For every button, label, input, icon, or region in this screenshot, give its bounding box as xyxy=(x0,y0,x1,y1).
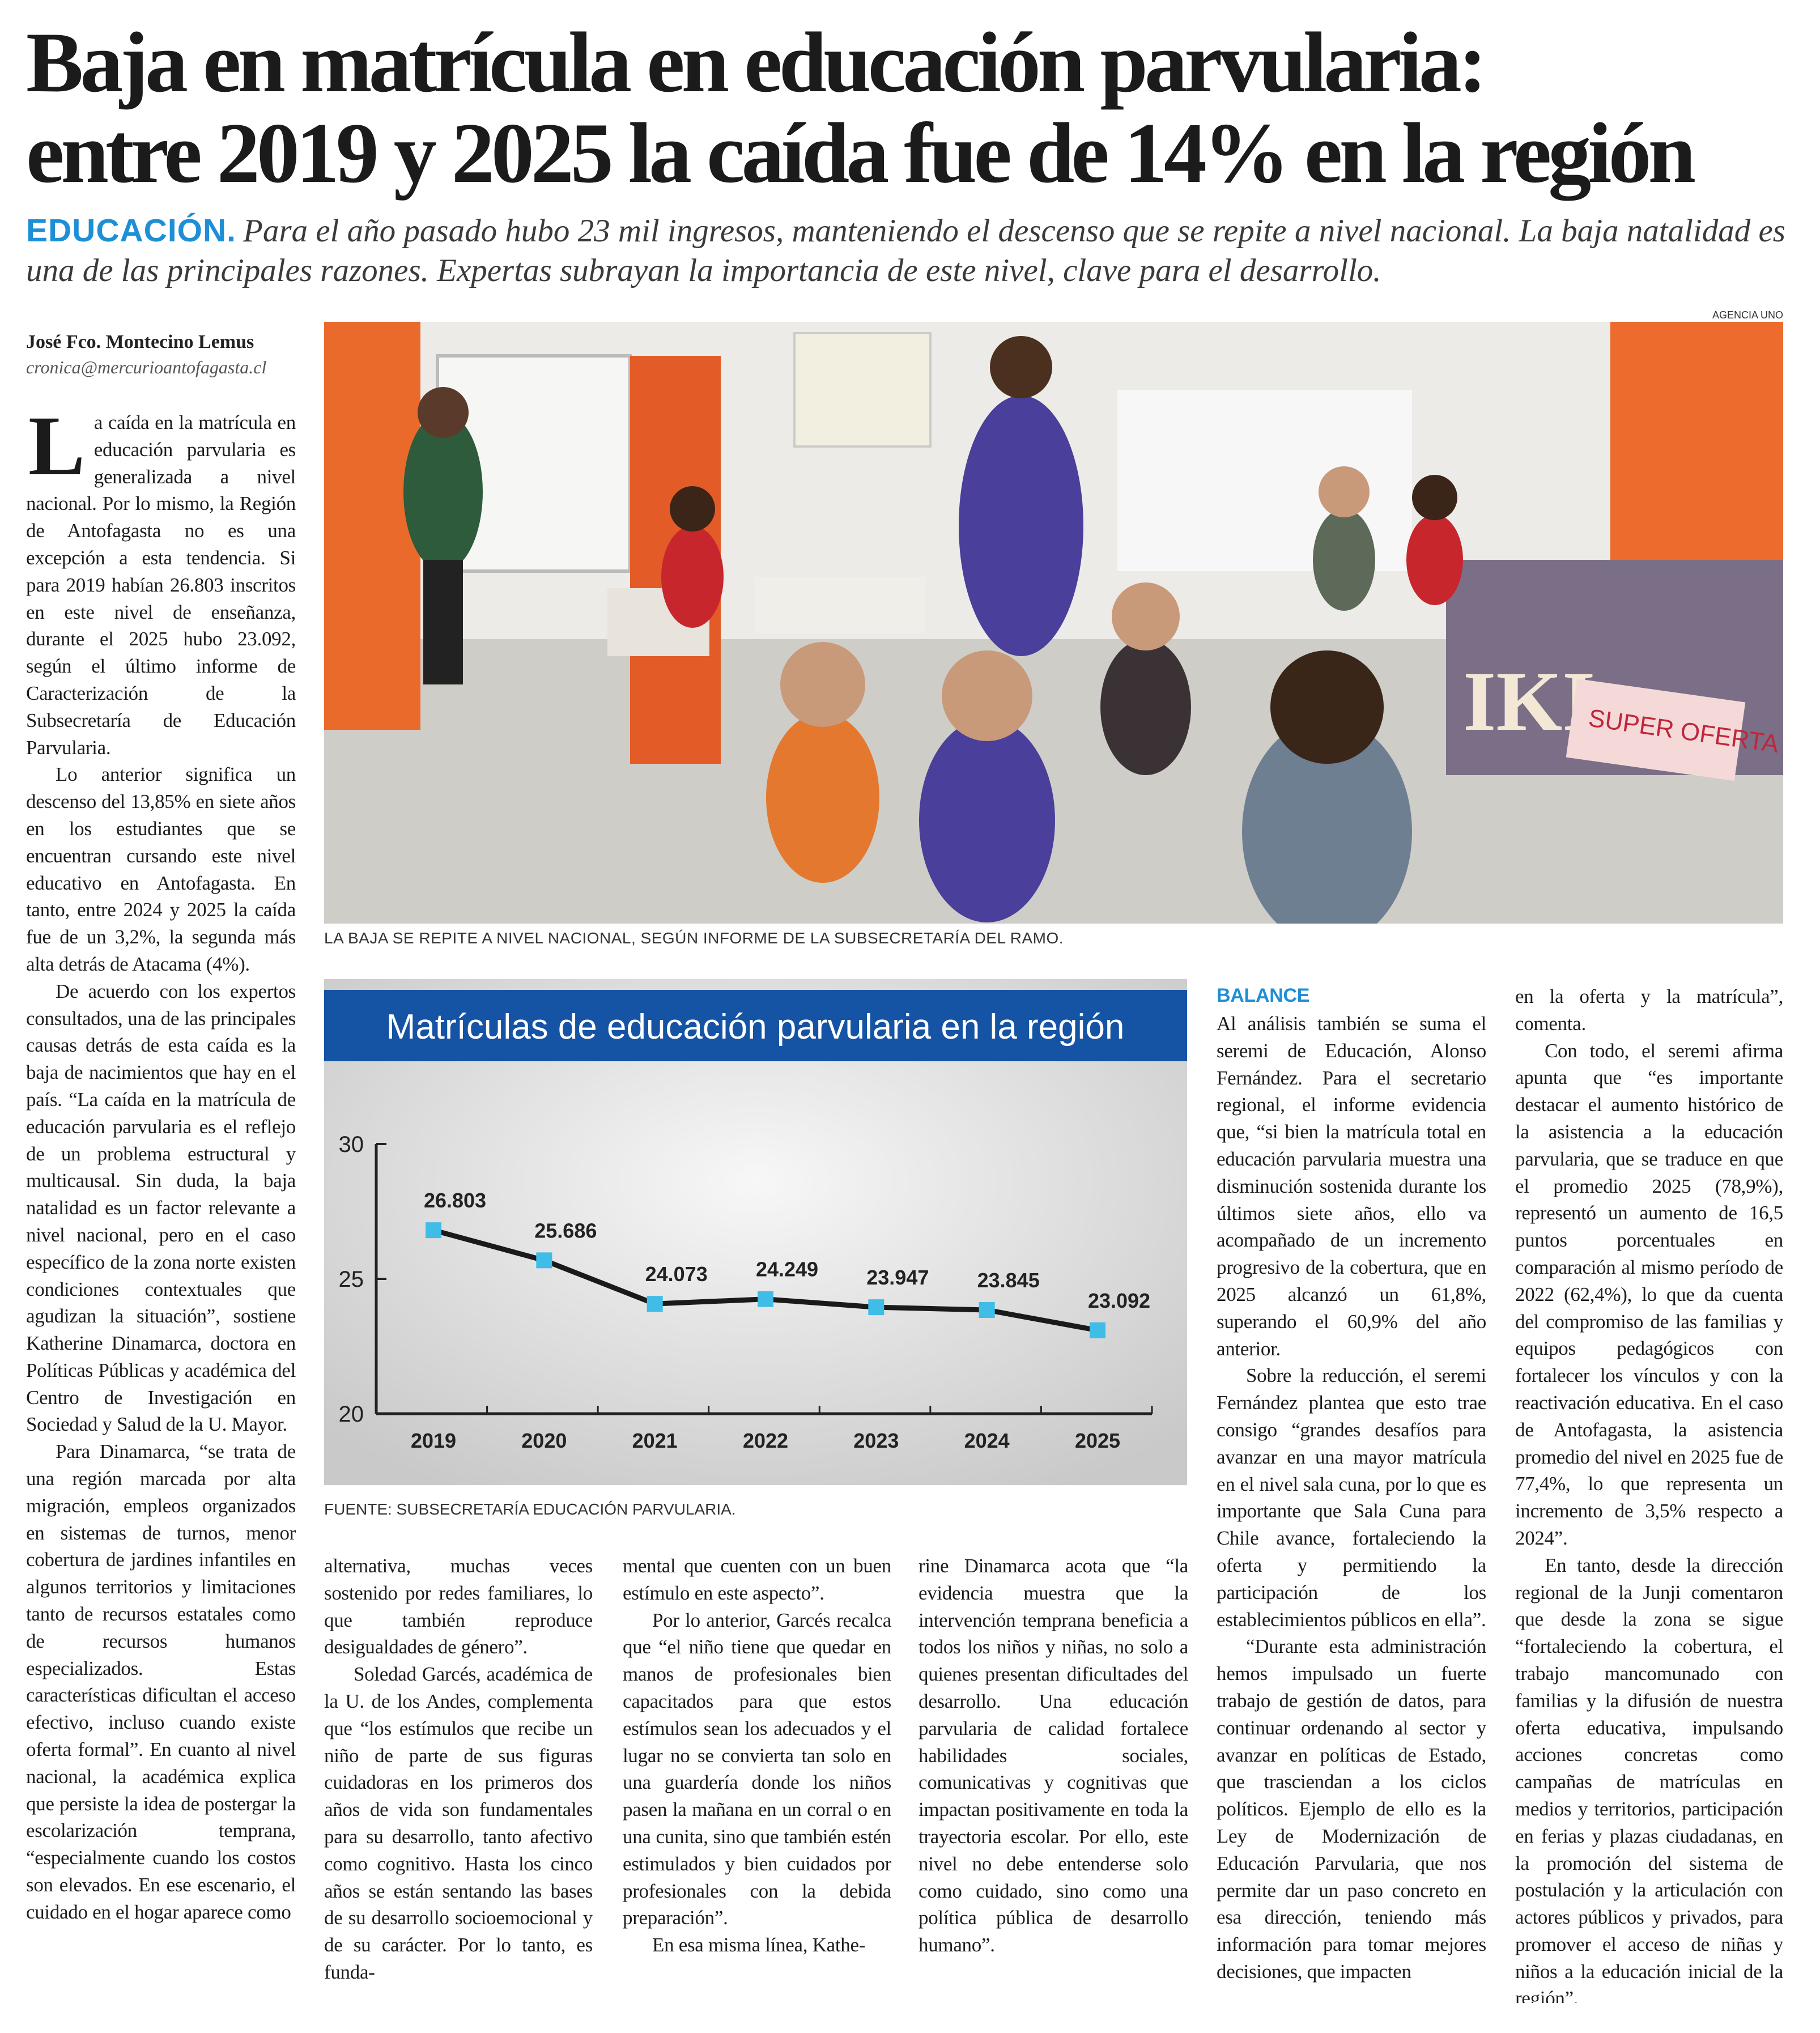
x-tick-label: 2025 xyxy=(1075,1429,1120,1452)
paragraph: Por lo anterior, Garcés recalca que “el … xyxy=(623,1609,891,1929)
y-tick-label: 20 xyxy=(339,1402,364,1427)
data-point xyxy=(426,1222,441,1239)
section-kicker: EDUCACIÓN. xyxy=(26,212,237,249)
data-label: 24.249 xyxy=(756,1258,818,1281)
data-point xyxy=(758,1291,773,1307)
deck-text: Para el año pasado hubo 23 mil ingresos,… xyxy=(26,213,1785,288)
paragraph: En esa misma línea, Kathe- xyxy=(652,1934,866,1957)
paragraph: Lo anterior significa un descenso del 13… xyxy=(26,763,296,975)
paragraph: rine Dinamarca acota que “la evidencia m… xyxy=(918,1555,1188,1957)
article-column-4: rine Dinamarca acota que “la evidencia m… xyxy=(918,1553,1188,2000)
headline-line-2: entre 2019 y 2025 la caída fue de 14% en… xyxy=(26,105,1696,201)
data-label: 24.073 xyxy=(645,1262,708,1286)
paragraph: En tanto, desde la dirección regional de… xyxy=(1515,1554,1783,2003)
paragraph: Sobre la reducción, el seremi Fernández … xyxy=(1217,1364,1486,1631)
article-photo: IKI SUPER OFERTA xyxy=(324,322,1783,924)
data-label: 26.803 xyxy=(424,1189,486,1212)
byline-email: cronica@mercurioantofagasta.cl xyxy=(26,357,267,377)
data-label: 23.845 xyxy=(977,1269,1040,1292)
x-tick-label: 2024 xyxy=(964,1429,1010,1452)
deck: EDUCACIÓN. Para el año pasado hubo 23 mil… xyxy=(26,211,1788,291)
paragraph: Con todo, el seremi afirma apunta que “e… xyxy=(1515,1039,1783,1549)
chart-title: Matrículas de educación parvularia en la… xyxy=(386,1007,1125,1047)
data-label: 23.092 xyxy=(1088,1289,1150,1312)
photo-caption: LA BAJA SE REPITE A NIVEL NACIONAL, SEGÚ… xyxy=(324,929,1064,947)
paragraph: De acuerdo con los expertos consultados,… xyxy=(26,980,296,1436)
y-tick-label: 25 xyxy=(339,1267,364,1292)
x-tick-label: 2022 xyxy=(743,1429,788,1452)
paragraph: mental que cuenten con un buen estímulo … xyxy=(623,1555,891,1604)
paragraph: Al análisis también se suma el seremi de… xyxy=(1217,1013,1486,1360)
headline-line-1: Baja en matrícula en educación parvulari… xyxy=(26,15,1487,110)
article-column-2: alternativa, muchas veces sostenido por … xyxy=(324,1553,593,2000)
data-point xyxy=(536,1252,552,1269)
chart-source: FUENTE: SUBSECRETARÍA EDUCACIÓN PARVULAR… xyxy=(324,1500,736,1518)
x-tick-label: 2023 xyxy=(853,1429,899,1452)
paragraph: “Durante esta administración hemos impul… xyxy=(1217,1635,1486,1983)
byline-author: José Fco. Montecino Lemus xyxy=(26,331,254,352)
data-label: 25.686 xyxy=(534,1219,597,1242)
photo-credit: AGENCIA UNO xyxy=(1712,309,1783,321)
x-tick-label: 2021 xyxy=(632,1429,678,1452)
data-point xyxy=(1090,1322,1105,1338)
article-column-3: mental que cuenten con un buen estímulo … xyxy=(623,1553,891,2000)
paragraph: alternativa, muchas veces sostenido por … xyxy=(324,1555,593,1658)
article-column-5: BALANCE Al análisis también se suma el s… xyxy=(1217,983,1486,2003)
data-point xyxy=(647,1296,663,1312)
chart-title-band xyxy=(324,990,1187,1061)
paragraph: Para Dinamarca, “se trata de una región … xyxy=(26,1440,296,1923)
paragraph: a caída en la matrícula en educación par… xyxy=(26,411,296,759)
chart-svg: Matrículas de educación parvularia en la… xyxy=(324,979,1187,1485)
section-subhead: BALANCE xyxy=(1217,985,1310,1006)
line-chart: Matrículas de educación parvularia en la… xyxy=(324,979,1187,1485)
data-label: 23.947 xyxy=(866,1266,929,1289)
chart-background xyxy=(324,979,1187,1485)
drop-cap: L xyxy=(28,409,85,493)
y-tick-label: 30 xyxy=(339,1132,364,1157)
headline: Baja en matrícula en educación parvulari… xyxy=(26,17,1805,198)
data-point xyxy=(979,1302,995,1318)
x-tick-label: 2019 xyxy=(411,1429,456,1452)
paragraph: en la oferta y la matrícula”, comenta. xyxy=(1515,985,1783,1035)
paragraph: Soledad Garcés, académica de la U. de lo… xyxy=(324,1663,593,1983)
x-tick-label: 2020 xyxy=(521,1429,567,1452)
data-point xyxy=(868,1299,885,1316)
article-column-6: en la oferta y la matrícula”, comenta. C… xyxy=(1515,983,1783,2003)
classroom-photo-illustration: IKI SUPER OFERTA xyxy=(324,322,1783,924)
